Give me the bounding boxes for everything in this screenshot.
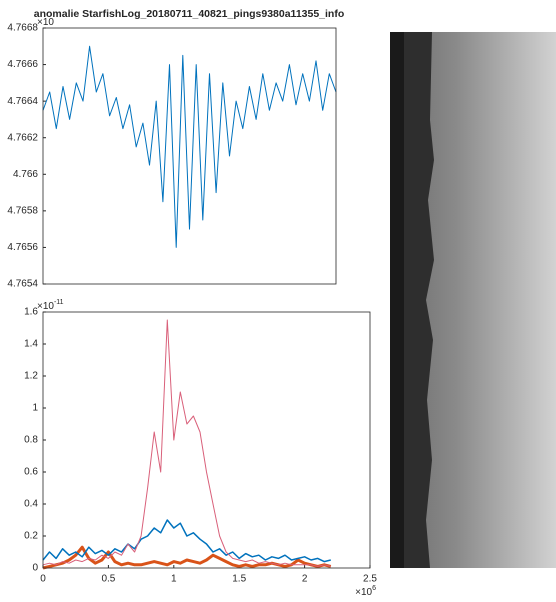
y-tick-label: 4.7662 [7,132,38,143]
y-tick-label: 0 [32,563,38,574]
multiplier-base: ×10 [355,587,372,597]
data-line [42,319,331,567]
y-tick-label: 1 [32,403,38,414]
axis-multiplier: ×10 [37,17,54,28]
data-line [42,519,331,563]
x-tick-label: 2.5 [363,574,377,585]
multiplier-base: ×10 [37,17,54,28]
y-tick-label: 4.7666 [7,59,38,70]
x-tick-label: 0 [40,574,46,585]
axis-multiplier: ×106 [355,585,376,597]
y-tick-label: 4.7658 [7,205,38,216]
x-tick-label: 2 [302,574,308,585]
y-tick-label: 1.2 [24,371,38,382]
sonar-image [390,32,556,568]
y-tick-label: 4.766 [13,169,38,180]
y-tick-label: 4.7656 [7,242,38,253]
y-tick-label: 0.6 [24,467,38,478]
axis-multiplier: ×10-11 [37,299,64,312]
data-line [42,545,332,570]
y-tick-label: 1.4 [24,339,38,350]
axes-frame [42,27,337,285]
y-tick-label: 4.7664 [7,96,38,107]
data-line [42,45,337,248]
multiplier-exponent: 6 [372,585,376,592]
multiplier-exponent: -11 [54,299,64,306]
y-tick-label: 4.7654 [7,279,38,290]
x-tick-label: 1.5 [232,574,246,585]
multiplier-base: ×10 [37,301,54,312]
chart-title: anomalie StarfishLog_20180711_40821_ping… [34,8,345,20]
x-tick-label: 0.5 [101,574,115,585]
y-tick-label: 0.8 [24,435,38,446]
x-tick-label: 1 [171,574,177,585]
plot-area [43,312,370,568]
plot-area [43,28,336,284]
y-tick-label: 4.7668 [7,23,38,34]
axes-frame [42,311,371,569]
y-tick-label: 0.2 [24,531,38,542]
y-tick-label: 1.6 [24,307,38,318]
y-tick-label: 0.4 [24,499,38,510]
